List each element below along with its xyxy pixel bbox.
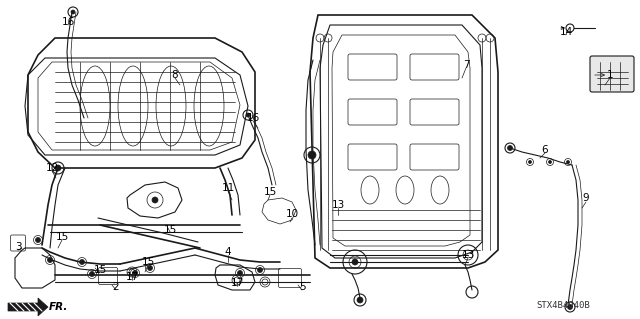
Text: 15: 15 <box>56 232 68 242</box>
Circle shape <box>308 151 316 159</box>
Text: 13: 13 <box>332 200 344 210</box>
Text: 16: 16 <box>61 17 75 27</box>
Circle shape <box>352 259 358 265</box>
Circle shape <box>71 10 75 14</box>
Circle shape <box>152 197 158 203</box>
Circle shape <box>529 160 531 164</box>
Circle shape <box>79 259 84 264</box>
Text: 15: 15 <box>163 225 177 235</box>
Text: FR.: FR. <box>48 302 68 312</box>
Text: 17: 17 <box>230 278 244 288</box>
FancyBboxPatch shape <box>590 56 634 92</box>
Text: 9: 9 <box>582 193 589 203</box>
Circle shape <box>257 268 262 272</box>
Circle shape <box>132 271 138 276</box>
Circle shape <box>568 305 573 309</box>
Circle shape <box>55 165 61 171</box>
Text: 13: 13 <box>461 250 475 260</box>
Circle shape <box>90 271 95 277</box>
Text: 10: 10 <box>285 209 299 219</box>
Text: 12: 12 <box>45 163 59 173</box>
Text: 17: 17 <box>125 272 139 282</box>
Text: STX4B4040B: STX4B4040B <box>536 301 590 310</box>
Text: 16: 16 <box>246 113 260 123</box>
Circle shape <box>548 160 552 164</box>
Text: 1: 1 <box>607 70 613 80</box>
Polygon shape <box>8 298 48 316</box>
Text: 14: 14 <box>559 27 573 37</box>
Text: 7: 7 <box>463 60 469 70</box>
Text: 11: 11 <box>221 183 235 193</box>
Text: 6: 6 <box>541 145 548 155</box>
Text: 15: 15 <box>264 187 276 197</box>
Circle shape <box>47 257 52 263</box>
Circle shape <box>566 160 570 164</box>
Text: 3: 3 <box>15 242 21 252</box>
Circle shape <box>147 265 152 271</box>
Text: 5: 5 <box>299 282 305 292</box>
Circle shape <box>246 113 250 117</box>
Text: 4: 4 <box>225 247 231 257</box>
Circle shape <box>237 271 243 276</box>
Text: 15: 15 <box>93 265 107 275</box>
Circle shape <box>508 145 513 151</box>
Circle shape <box>35 238 40 242</box>
Text: 15: 15 <box>141 257 155 267</box>
Text: 8: 8 <box>172 70 179 80</box>
Circle shape <box>357 297 363 303</box>
Text: 2: 2 <box>113 282 119 292</box>
